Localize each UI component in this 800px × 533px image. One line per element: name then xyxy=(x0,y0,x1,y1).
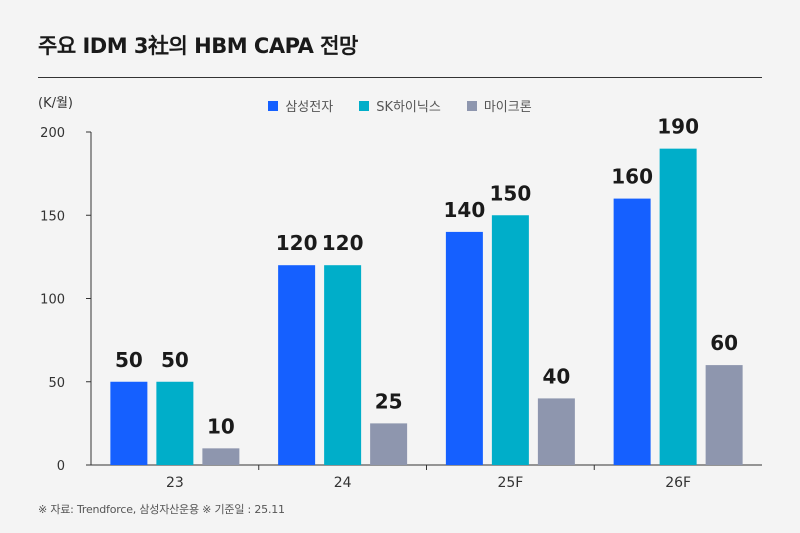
bars xyxy=(110,148,743,465)
data-label-samsung-23: 50 xyxy=(115,348,143,372)
x-category-label: 25F xyxy=(497,475,523,491)
y-tick-label: 200 xyxy=(40,126,65,141)
x-axis: 23 24 25F 26F xyxy=(91,464,762,491)
y-tick-label: 100 xyxy=(40,293,65,308)
bar-micron-26F xyxy=(705,365,743,465)
y-tick-label: 150 xyxy=(40,209,65,224)
data-label-skhynix-24: 120 xyxy=(322,231,364,255)
data-label-micron-26F: 60 xyxy=(710,331,738,355)
bar-micron-23 xyxy=(202,448,240,465)
legend-swatch-samsung xyxy=(268,100,279,111)
title-divider xyxy=(38,77,762,78)
data-label-samsung-26F: 160 xyxy=(611,165,653,189)
source-footnote: ※ 자료: Trendforce, 삼성자산운용 ※ 기준일 : 25.11 xyxy=(38,503,285,516)
data-label-samsung-24: 120 xyxy=(276,231,318,255)
legend-swatch-skhynix xyxy=(359,100,370,111)
legend-label-skhynix: SK하이닉스 xyxy=(376,100,441,115)
legend-item-skhynix: SK하이닉스 xyxy=(359,96,441,115)
y-axis-unit-label: (K/월) xyxy=(38,96,73,111)
bar-skhynix-23 xyxy=(156,381,194,465)
data-label-micron-23: 10 xyxy=(207,414,235,438)
bar-samsung-26F xyxy=(613,198,651,465)
legend-label-micron: 마이크론 xyxy=(483,100,532,115)
bar-micron-25F xyxy=(537,398,575,465)
data-label-micron-24: 25 xyxy=(375,389,403,413)
y-axis: 0 50 100 150 200 xyxy=(40,126,92,474)
data-label-skhynix-23: 50 xyxy=(161,348,189,372)
bar-skhynix-24 xyxy=(324,265,362,465)
bar-skhynix-25F xyxy=(491,215,529,465)
x-category-label: 24 xyxy=(334,475,352,491)
data-label-skhynix-26F: 190 xyxy=(657,115,699,139)
x-category-label: 23 xyxy=(166,475,184,491)
bar-samsung-23 xyxy=(110,381,148,465)
data-label-skhynix-25F: 150 xyxy=(490,181,532,205)
bar-samsung-24 xyxy=(278,265,316,465)
x-category-label: 26F xyxy=(665,475,691,491)
legend-label-samsung: 삼성전자 xyxy=(285,100,334,115)
bar-micron-24 xyxy=(370,423,408,465)
legend-swatch-micron xyxy=(466,100,477,111)
bar-skhynix-26F xyxy=(659,148,697,465)
y-tick-label: 50 xyxy=(48,376,65,391)
chart-title: 주요 IDM 3社의 HBM CAPA 전망 xyxy=(38,34,358,58)
y-tick-label: 0 xyxy=(57,459,65,474)
legend: 삼성전자 SK하이닉스 마이크론 xyxy=(0,96,800,115)
data-label-samsung-25F: 140 xyxy=(444,198,486,222)
bar-samsung-25F xyxy=(445,231,483,465)
data-label-micron-25F: 40 xyxy=(542,364,570,388)
legend-item-samsung: 삼성전자 xyxy=(268,96,333,115)
legend-item-micron: 마이크론 xyxy=(466,96,532,115)
